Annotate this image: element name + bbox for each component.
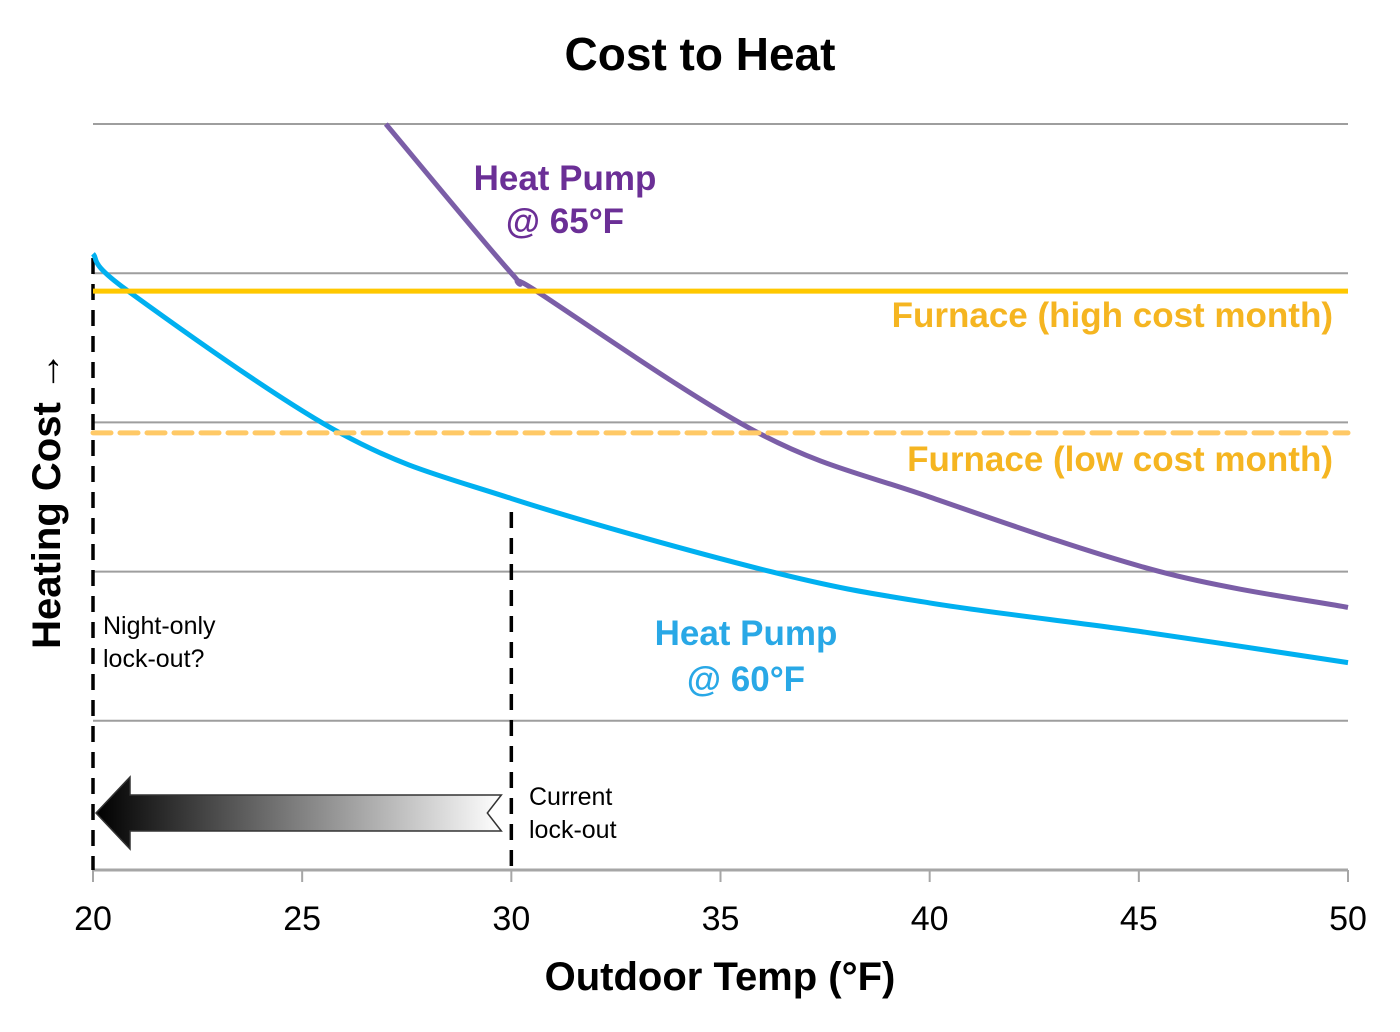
current-lockout-note: Current bbox=[529, 783, 612, 811]
furnace-low-label: Furnace (low cost month) bbox=[907, 440, 1333, 479]
x-axis: 20 25 30 35 40 45 50 bbox=[74, 868, 1367, 938]
chart-title: Cost to Heat bbox=[565, 28, 836, 80]
heat-pump-60-line bbox=[90, 252, 1349, 666]
x-tick-label: 25 bbox=[283, 900, 321, 938]
heat-pump-65-label: @ 65°F bbox=[506, 202, 624, 241]
x-tick-label: 40 bbox=[911, 900, 949, 938]
x-tick-label: 35 bbox=[702, 900, 740, 938]
annotations: Night-only lock-out? Current lock-out bbox=[91, 258, 617, 870]
x-axis-label: Outdoor Temp (°F) bbox=[545, 955, 896, 999]
heat-pump-65-label: Heat Pump bbox=[474, 159, 657, 198]
y-axis-label: Heating Cost → bbox=[25, 351, 69, 649]
x-tick-label: 30 bbox=[492, 900, 530, 938]
x-tick-label: 45 bbox=[1120, 900, 1158, 938]
x-tick-label: 20 bbox=[74, 900, 112, 938]
night-only-lockout-note: Night-only bbox=[103, 612, 216, 640]
heat-pump-60-label: @ 60°F bbox=[687, 660, 805, 699]
lockout-arrow bbox=[94, 775, 503, 851]
series-lines bbox=[90, 122, 1351, 666]
current-lockout-note: lock-out bbox=[529, 816, 617, 844]
gridlines bbox=[93, 123, 1348, 722]
heat-pump-60-label: Heat Pump bbox=[655, 614, 838, 653]
series-labels: Heat Pump @ 65°F Heat Pump @ 60°F Furnace (h… bbox=[474, 159, 1333, 699]
x-tick-label: 50 bbox=[1329, 900, 1367, 938]
furnace-high-label: Furnace (high cost month) bbox=[892, 296, 1333, 335]
night-only-lockout-note: lock-out? bbox=[103, 645, 204, 673]
